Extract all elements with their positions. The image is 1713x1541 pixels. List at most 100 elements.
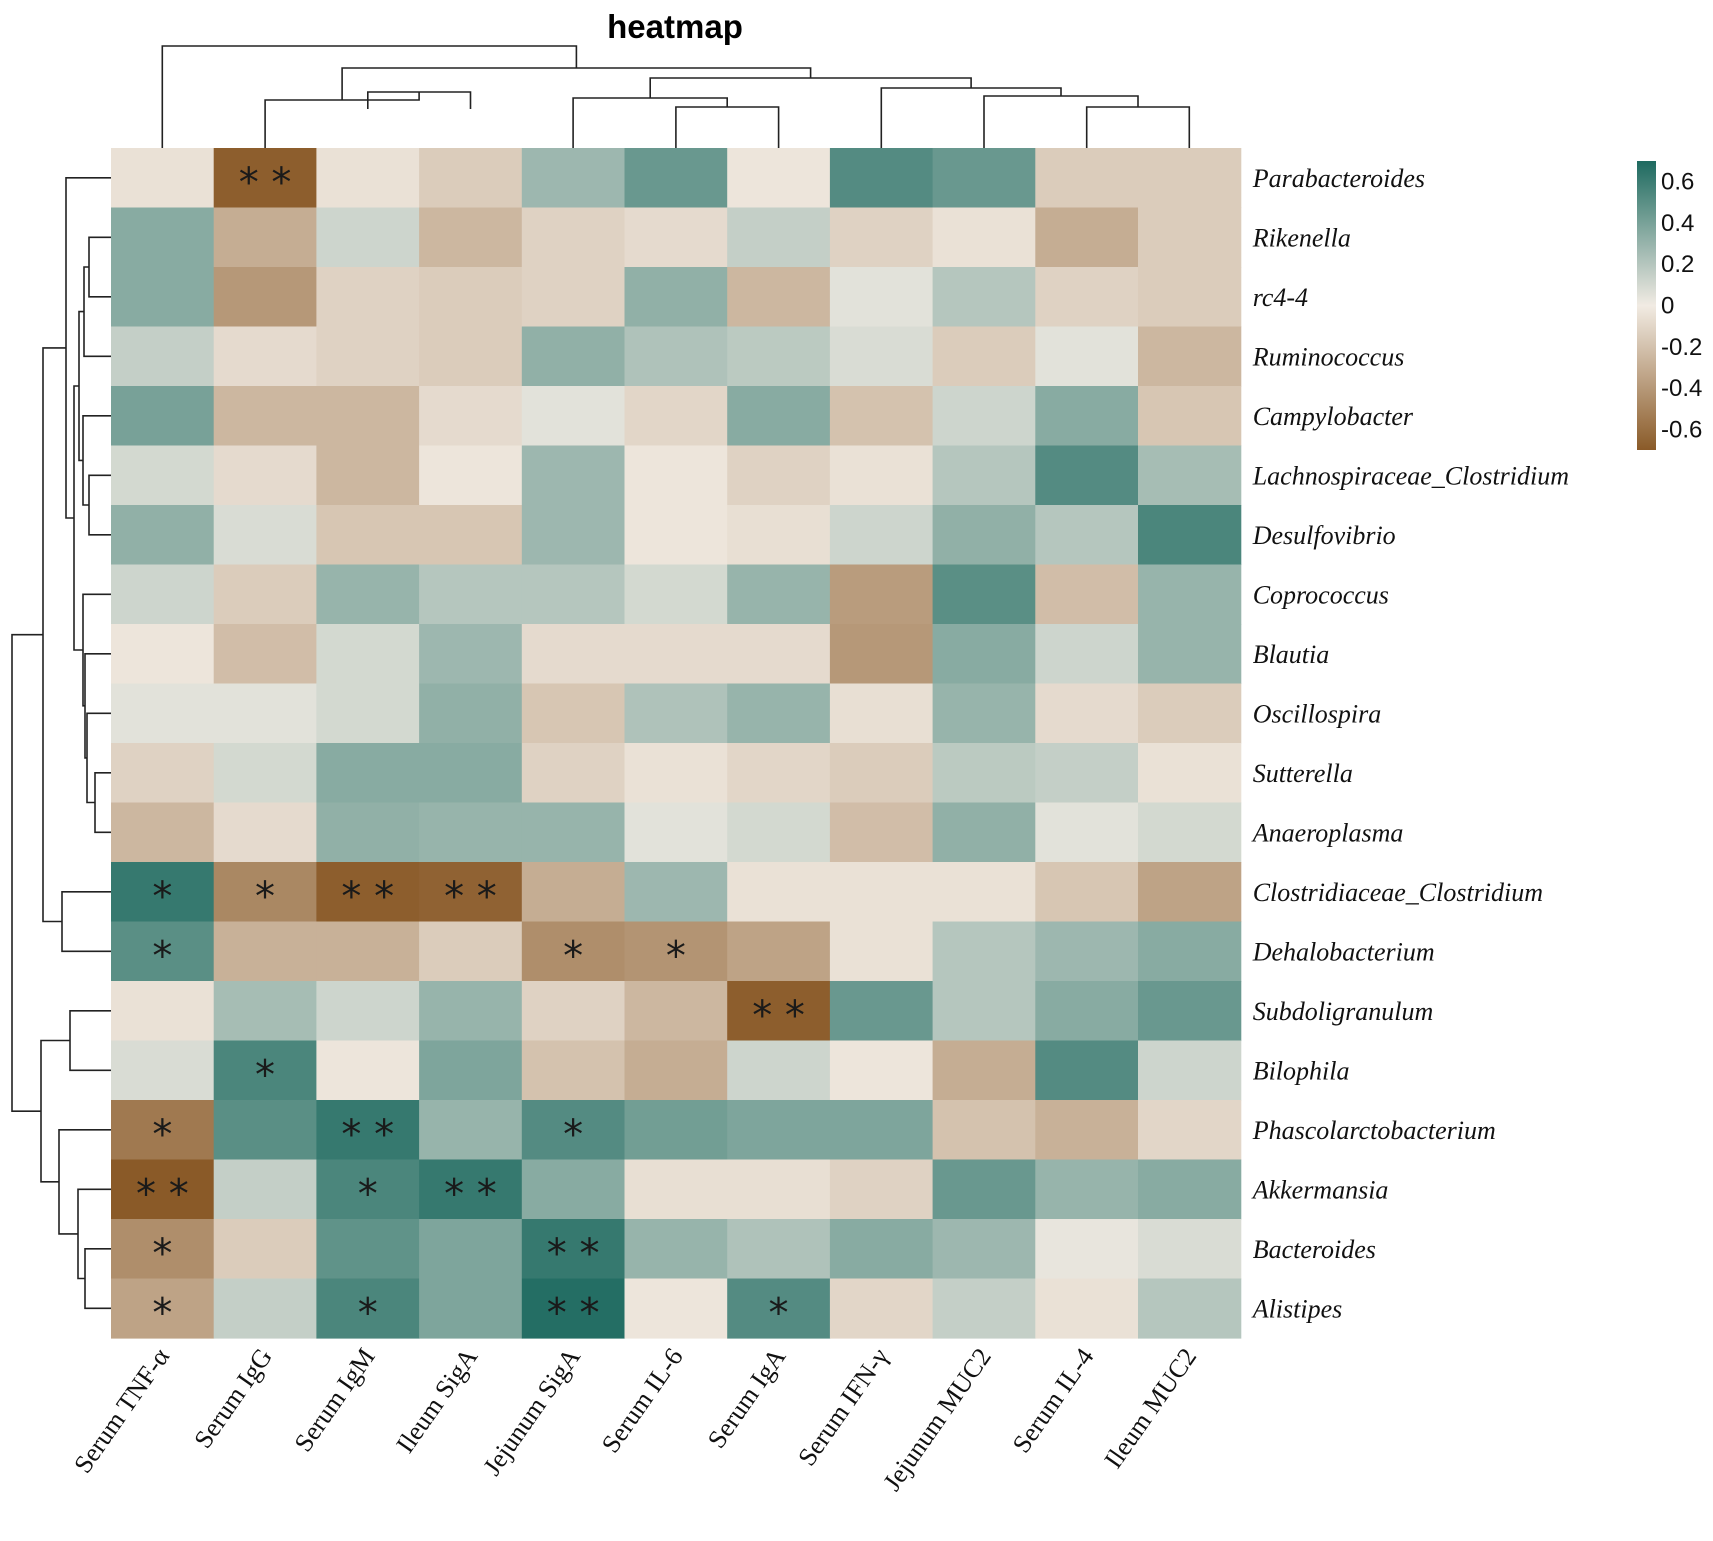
heatmap-cell: [316, 386, 420, 447]
significance-mark: *: [152, 1290, 172, 1336]
heatmap-cell: [213, 921, 317, 982]
heatmap-cell: [932, 862, 1036, 923]
row-label: Coprococcus: [1253, 580, 1389, 609]
heatmap-cell: [521, 802, 626, 863]
significance-mark: * *: [444, 1171, 497, 1217]
heatmap-cell: [521, 505, 626, 566]
heatmap-cell: [419, 921, 523, 982]
heatmap-cell: [932, 505, 1036, 566]
heatmap-cell: [521, 683, 626, 744]
row-label: Clostridiaceae_Clostridium: [1253, 878, 1543, 907]
heatmap-cell: [829, 981, 934, 1042]
heatmap-cell: [829, 1100, 934, 1161]
significance-mark: * *: [547, 1231, 600, 1277]
heatmap-cell: [727, 445, 831, 506]
heatmap-cell: [624, 148, 728, 209]
heatmap-cell: [1035, 326, 1139, 387]
heatmap-cell: [316, 1100, 420, 1161]
heatmap-cell: [624, 1040, 728, 1101]
heatmap-cell: [213, 505, 317, 566]
column-label: Serum IFN-γ: [792, 1343, 894, 1471]
heatmap-cell: [1035, 683, 1139, 744]
column-label: Serum IgG: [188, 1343, 278, 1454]
dendrogram-branch: [161, 45, 578, 148]
heatmap-cell: [213, 1278, 317, 1339]
dendrogram-branch: [572, 97, 728, 148]
dendrogram-branch: [983, 95, 1139, 148]
heatmap-cell: [829, 386, 934, 447]
heatmap-cell: [1035, 1159, 1139, 1220]
heatmap-cell: [727, 505, 831, 566]
significance-mark: * *: [136, 1171, 189, 1217]
heatmap-cell: [1138, 1159, 1242, 1220]
column-labels: Serum TNF-α Serum IgG Serum IgM Ileum SigAJ…: [68, 1342, 1202, 1496]
heatmap-cell: [213, 683, 317, 744]
dendrogram-branch: [84, 653, 111, 759]
heatmap-cell: [727, 1219, 831, 1280]
heatmap-cell: [932, 1040, 1036, 1101]
heatmap-cell: [213, 862, 317, 923]
dendrogram-branch: [88, 236, 111, 298]
significance-mark: *: [255, 874, 275, 920]
heatmap-cell: [727, 148, 831, 209]
heatmap-cell: [1035, 207, 1139, 268]
dendrogram-branch: [77, 1188, 111, 1280]
heatmap-cell: [213, 326, 317, 387]
column-label: Ileum MUC2: [1099, 1343, 1203, 1474]
heatmap-cell: [727, 683, 831, 744]
heatmap-cell: [624, 386, 728, 447]
heatmap-cell: [1035, 148, 1139, 209]
row-label: rc4-4: [1253, 283, 1308, 312]
heatmap-cell: [213, 743, 317, 804]
heatmap-cell: [727, 1100, 831, 1161]
significance-mark: * *: [752, 993, 805, 1039]
heatmap-cell: [624, 564, 728, 625]
heatmap-cell: [1138, 267, 1242, 328]
row-label: Akkermansia: [1251, 1175, 1389, 1204]
row-label: Lachnospiraceae_Clostridium: [1252, 461, 1569, 490]
heatmap-cell: [213, 1159, 317, 1220]
heatmap-cell: [727, 326, 831, 387]
legend-tick-label: 0: [1661, 293, 1674, 320]
heatmap-cell: [624, 1278, 728, 1339]
significance-mark: *: [152, 933, 172, 979]
heatmap-cell: [419, 326, 523, 387]
heatmap-cell: [829, 743, 934, 804]
heatmap-cell: [316, 326, 420, 387]
heatmap-cell: [1138, 743, 1242, 804]
heatmap-cell: [316, 921, 420, 982]
row-labels: Parabacteroides Rikenella rc4-4 Ruminococcu…: [1251, 164, 1569, 1324]
row-dendrogram: [11, 177, 111, 1310]
dendrogram-branch: [94, 772, 111, 834]
heatmap-cell: [624, 683, 728, 744]
heatmap-cell: [1035, 505, 1139, 566]
column-label: Serum IgA: [702, 1343, 792, 1454]
heatmap-cell: [316, 862, 420, 923]
heatmap-cell: [419, 386, 523, 447]
heatmap-cell: [419, 624, 523, 685]
heatmap-cell: [1138, 386, 1242, 447]
heatmap-cell: [521, 267, 626, 328]
heatmap-cell: [624, 981, 728, 1042]
heatmap-cell: [111, 624, 215, 685]
heatmap-cell: [1138, 862, 1242, 923]
heatmap-cell: [213, 148, 317, 209]
heatmap-cell: [111, 207, 215, 268]
heatmap-cell: [1035, 1219, 1139, 1280]
heatmap-cell: [111, 862, 215, 923]
heatmap-cell: [419, 445, 523, 506]
heatmap-cell: [316, 1278, 420, 1339]
heatmap-cell: [829, 624, 934, 685]
heatmap-cell: [419, 505, 523, 566]
legend-tick-label: -0.4: [1661, 375, 1702, 402]
heatmap-cell: [1138, 564, 1242, 625]
heatmap-cell: [727, 1159, 831, 1220]
column-label: Serum IgM: [289, 1343, 381, 1457]
significance-mark: *: [255, 1052, 275, 1098]
heatmap-cell: [1035, 802, 1139, 863]
row-label: Sutterella: [1253, 759, 1353, 788]
row-label: Phascolarctobacterium: [1252, 1116, 1496, 1145]
dendrogram-branch: [82, 593, 111, 707]
heatmap-cell: [111, 1159, 215, 1220]
